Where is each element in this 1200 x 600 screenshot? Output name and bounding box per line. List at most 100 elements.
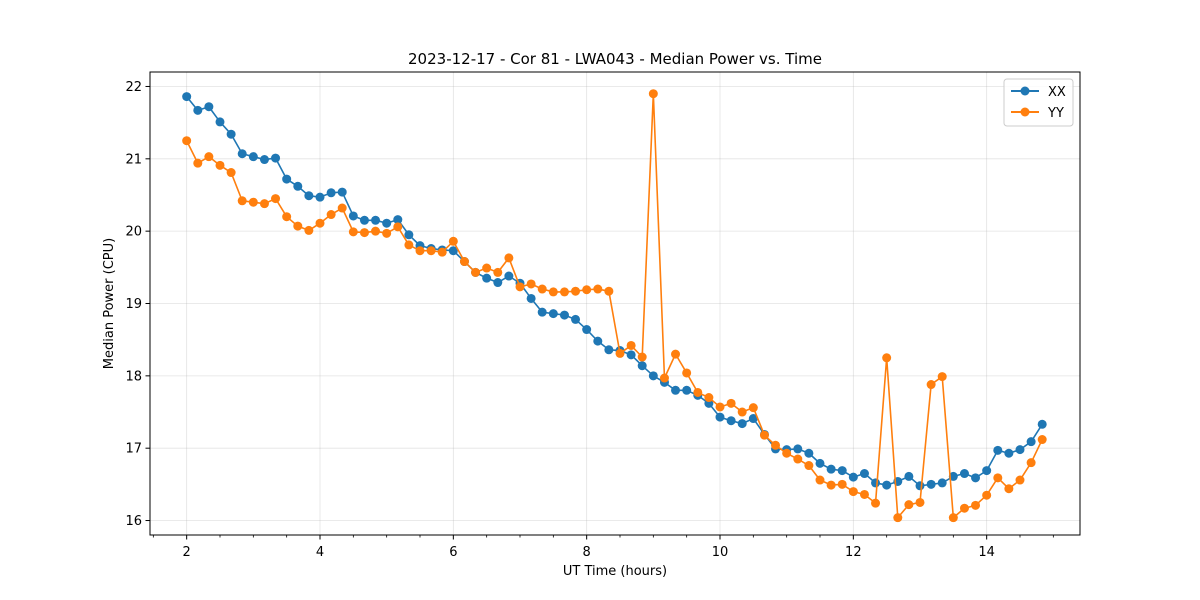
data-point-yy [1026,458,1036,468]
x-tick-label: 8 [583,545,591,560]
data-point-xx [926,479,936,489]
data-point-xx [526,293,536,303]
data-point-xx [237,149,247,159]
y-tick-label: 22 [125,80,142,95]
data-point-yy [915,497,925,507]
data-point-yy [715,402,725,412]
data-point-xx [359,215,369,225]
data-point-yy [182,136,192,146]
x-axis: 2 4 6 8 10 12 14 [152,535,1054,560]
data-point-yy [371,226,381,236]
data-point-yy [726,398,736,408]
data-point-yy [559,287,569,297]
data-point-yy [282,212,292,222]
data-point-yy [771,440,781,450]
data-point-xx [871,478,881,488]
data-point-yy [737,407,747,417]
data-point-xx [626,350,636,360]
data-point-xx [271,153,281,163]
data-point-yy [637,352,647,362]
data-point-yy [859,489,869,499]
y-axis-label: Median Power (CPU) [102,238,117,369]
data-point-xx [971,473,981,483]
data-point-yy [493,267,503,277]
data-point-xx [915,481,925,491]
data-point-xx [682,385,692,395]
x-tick-label: 10 [712,545,729,560]
data-point-xx [482,273,492,283]
data-point-yy [426,246,436,256]
x-tick-label: 12 [845,545,862,560]
data-point-xx [671,385,681,395]
data-point-yy [848,487,858,497]
data-point-xx [637,361,647,371]
y-tick-label: 18 [125,369,142,384]
data-point-yy [871,498,881,508]
data-point-yy [648,89,658,99]
data-point-yy [515,282,525,292]
data-point-xx [559,310,569,320]
data-point-yy [482,263,492,273]
y-tick-label: 19 [125,297,142,312]
legend-label-yy: YY [1047,106,1064,121]
data-point-xx [648,371,658,381]
data-point-yy [215,160,225,170]
data-point-xx [948,471,958,481]
data-point-yy [604,286,614,296]
data-point-yy [748,403,758,413]
series-yy [182,89,1047,523]
series-layer [182,89,1047,523]
data-point-xx [537,307,547,317]
data-point-yy [582,285,592,295]
data-point-yy [193,158,203,168]
data-point-yy [993,473,1003,483]
data-point-yy [904,500,914,510]
data-point-yy [793,454,803,464]
data-point-yy [693,387,703,397]
data-point-yy [359,228,369,238]
data-point-yy [1037,435,1047,445]
data-point-xx [382,218,392,228]
data-point-xx [593,336,603,346]
data-point-xx [548,309,558,319]
data-point-xx [793,444,803,454]
data-point-yy [337,203,347,213]
y-tick-label: 17 [125,442,142,457]
data-point-xx [182,92,192,102]
data-point-yy [926,380,936,390]
legend-marker-yy [1020,107,1030,117]
data-point-xx [493,278,503,288]
data-point-yy [326,210,336,220]
data-point-xx [393,215,403,225]
data-point-yy [815,475,825,485]
data-point-xx [982,466,992,476]
data-point-yy [204,152,214,162]
data-point-xx [959,469,969,479]
x-tick-label: 14 [978,545,995,560]
data-point-yy [537,284,547,294]
data-point-yy [304,225,314,235]
data-point-yy [437,247,447,257]
data-point-xx [371,215,381,225]
data-point-yy [504,253,514,263]
x-tick-label: 6 [449,545,457,560]
data-point-xx [582,325,592,335]
y-tick-label: 20 [125,225,142,240]
data-point-xx [259,155,269,165]
grid-lines [150,72,1080,535]
data-point-xx [715,412,725,422]
data-point-yy [237,196,247,206]
data-point-yy [948,513,958,523]
data-point-yy [448,236,458,246]
data-point-yy [393,222,403,232]
data-point-yy [837,479,847,489]
legend: XX YY [1003,78,1074,127]
data-point-xx [1004,448,1014,458]
data-point-yy [459,257,469,267]
data-point-xx [737,419,747,429]
data-point-xx [226,129,236,139]
data-point-yy [671,349,681,359]
data-point-xx [993,445,1003,455]
data-point-yy [348,227,358,237]
